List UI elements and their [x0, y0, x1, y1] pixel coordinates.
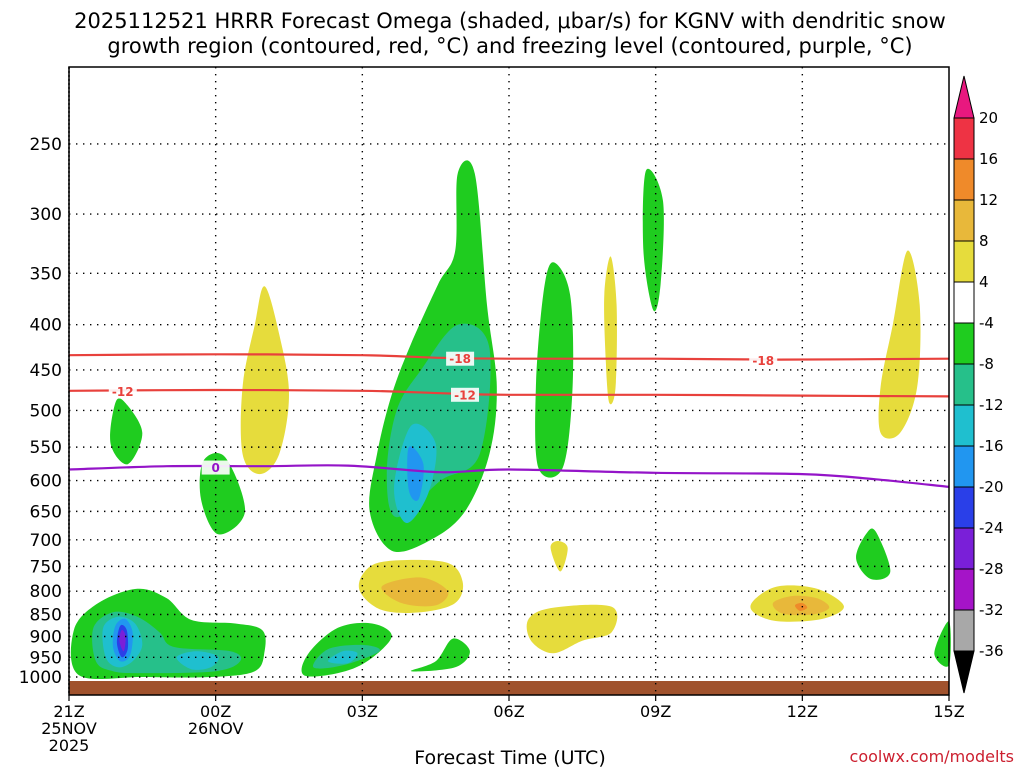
x-tick-label-1-0: 00Z	[200, 702, 231, 721]
x-tick-label-6-0: 15Z	[933, 702, 964, 721]
y-tick-950: 950	[30, 648, 62, 668]
colorbar-label-2: 12	[979, 191, 998, 209]
contour-label-bg-freezing-level-1	[201, 460, 230, 475]
chart-title-line2: growth region (contoured, red, °C) and f…	[107, 34, 912, 58]
omega-region-29	[381, 577, 449, 607]
colorbar-label-0: 20	[979, 109, 998, 127]
omega-region-7	[934, 621, 951, 667]
omega-region-23	[604, 256, 617, 405]
omega-region-10	[410, 638, 470, 672]
colorbar-segment-13	[953, 609, 975, 652]
colorbar-segment-6	[953, 322, 975, 365]
y-tick-labels: 2503003504004505005506006507007508008509…	[19, 135, 62, 688]
omega-region-26	[550, 541, 568, 572]
contour-label-bg-dgz-top-1	[446, 351, 475, 366]
omega-region-16	[176, 651, 219, 670]
colorbar-segment-8	[953, 404, 975, 447]
colorbar-label-12: -32	[979, 601, 1004, 619]
colorbar-segment-4	[953, 240, 975, 283]
colorbar-label-7: -12	[979, 396, 1004, 414]
colorbar-arrow-top	[953, 75, 975, 119]
contour-label-bg-dgz-bottom-2	[451, 387, 479, 402]
x-tick-label-1-1: 26NOV	[188, 719, 244, 738]
y-tick-550: 550	[30, 438, 62, 458]
colorbar-segment-11	[953, 527, 975, 570]
contour-dgz-top	[68, 353, 950, 361]
x-tick-label-0-2: 2025	[49, 736, 90, 755]
y-tick-500: 500	[30, 401, 62, 421]
y-tick-750: 750	[30, 557, 62, 577]
contour-layer: -18 -18 -12 -12 0	[68, 351, 950, 488]
colorbar-arrow-bottom	[953, 650, 975, 694]
y-tick-300: 300	[30, 205, 62, 225]
omega-region-31	[794, 602, 808, 611]
colorbar-label-13: -36	[979, 642, 1004, 660]
colorbar-label-5: -4	[979, 314, 994, 332]
contour-label-freezing-level-1: 0	[211, 461, 219, 475]
colorbar-segment-5	[953, 281, 975, 324]
omega-region-24	[878, 250, 921, 439]
y-tick-250: 250	[30, 135, 62, 155]
omega-region-27	[526, 604, 618, 654]
colorbar-segment-9	[953, 445, 975, 488]
x-tick-label-4-0: 09Z	[640, 702, 671, 721]
x-tick-label-0-0: 21Z	[53, 702, 84, 721]
colorbar-segment-1	[953, 117, 975, 160]
colorbar-segment-3	[953, 199, 975, 242]
credit-text: coolwx.com/modelts	[850, 747, 1014, 766]
contour-label-dgz-top-2: -18	[752, 354, 774, 368]
colorbar-label-1: 16	[979, 150, 998, 168]
x-tick-label-0-1: 25NOV	[41, 719, 97, 738]
omega-region-5	[642, 168, 664, 312]
y-tick-600: 600	[30, 472, 62, 492]
x-tick-label-2-0: 03Z	[347, 702, 378, 721]
colorbar-segment-12	[953, 568, 975, 611]
y-tick-700: 700	[30, 531, 62, 551]
contour-label-dgz-bottom-2: -12	[454, 388, 476, 402]
contour-label-dgz-top-1: -18	[449, 352, 471, 366]
y-tick-450: 450	[30, 361, 62, 381]
ground-strip	[69, 681, 949, 695]
colorbar-label-3: 8	[979, 232, 989, 250]
colorbar: 20 16 12 8 4 -4 -8 -12 -16 -20 -24 -28 -32 -36	[953, 75, 1004, 694]
contour-label-bg-dgz-bottom-1	[108, 384, 137, 399]
y-tick-650: 650	[30, 502, 62, 522]
omega-region-4	[535, 262, 574, 478]
chart-title-line1: 2025112521 HRRR Forecast Omega (shaded, …	[74, 9, 946, 33]
omega-region-22	[240, 286, 289, 475]
omega-region-18	[407, 446, 424, 501]
colorbar-segment-7	[953, 363, 975, 406]
x-tick-label-3-0: 06Z	[493, 702, 524, 721]
contour-label-dgz-bottom-1: -12	[112, 385, 134, 399]
colorbar-label-8: -16	[979, 437, 1004, 455]
x-tick-label-5-0: 12Z	[787, 702, 818, 721]
x-axis-label: Forecast Time (UTC)	[414, 747, 605, 768]
y-tick-850: 850	[30, 606, 62, 626]
omega-region-1	[110, 398, 143, 465]
colorbar-label-9: -20	[979, 478, 1004, 496]
colorbar-label-6: -8	[979, 355, 994, 373]
y-tick-1000: 1000	[19, 668, 62, 688]
y-tick-400: 400	[30, 316, 62, 336]
colorbar-label-4: 4	[979, 273, 989, 291]
colorbar-label-11: -28	[979, 560, 1004, 578]
colorbar-segment-10	[953, 486, 975, 529]
omega-region-21	[119, 629, 126, 652]
y-tick-350: 350	[30, 264, 62, 284]
contour-dgz-bottom	[68, 388, 950, 398]
y-tick-900: 900	[30, 627, 62, 647]
contour-label-bg-dgz-top-2	[749, 353, 778, 368]
colorbar-segment-2	[953, 158, 975, 201]
y-tick-800: 800	[30, 582, 62, 602]
colorbar-label-10: -24	[979, 519, 1004, 537]
